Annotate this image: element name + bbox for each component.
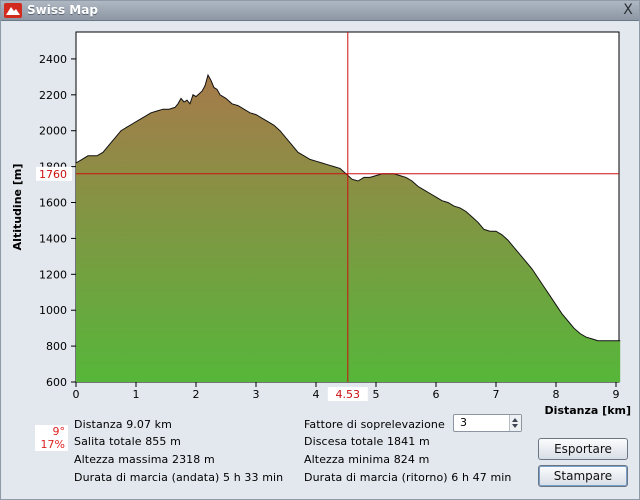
y-tick-label: 600	[46, 376, 67, 389]
y-tick-label: 1600	[39, 197, 67, 210]
x-tick-label: 1	[133, 388, 140, 401]
y-tick-label: 2400	[39, 53, 67, 66]
x-tick-label: 2	[193, 388, 200, 401]
x-tick-label: 9	[613, 388, 620, 401]
spinner-arrows	[509, 415, 521, 431]
fattore-label: Fattore di soprelevazione	[304, 418, 445, 431]
fattore-spinner[interactable]: 3	[453, 414, 522, 432]
stat-altezza-massima: Altezza massima 2318 m	[74, 453, 215, 466]
y-tick-label: 1400	[39, 232, 67, 245]
close-icon[interactable]: X	[623, 2, 633, 18]
y-tick-label: 1000	[39, 304, 67, 317]
spinner-down-icon[interactable]	[512, 424, 518, 428]
slope-readout: 9° 17%	[35, 425, 68, 451]
cursor-x-label: 4.53	[336, 388, 361, 401]
elevation-profile-chart[interactable]: 0123456789600800100012001400160018002000…	[2, 22, 639, 422]
window-title: Swiss Map	[27, 3, 98, 17]
y-tick-label: 2200	[39, 89, 67, 102]
x-tick-label: 8	[553, 388, 560, 401]
stat-discesa-totale: Discesa totale 1841 m	[304, 435, 430, 448]
cursor-y-label-bg	[36, 166, 72, 181]
y-axis-label: Altitudine [m]	[11, 164, 24, 251]
slope-percent: 17%	[40, 438, 65, 451]
stat-altezza-minima: Altezza minima 824 m	[304, 453, 430, 466]
x-tick-label: 3	[253, 388, 260, 401]
x-tick-label: 4	[313, 388, 320, 401]
slope-degrees: 9°	[52, 425, 66, 438]
spinner-up-icon[interactable]	[512, 418, 518, 422]
stat-durata-andata: Durata di marcia (andata) 5 h 33 min	[74, 471, 284, 484]
x-axis-label: Distanza [km]	[545, 404, 631, 417]
fattore-value[interactable]: 3	[460, 416, 467, 429]
stat-salita-totale: Salita totale 855 m	[74, 435, 181, 448]
elevation-line	[75, 73, 621, 342]
x-tick-label: 5	[373, 388, 380, 401]
y-tick-label: 2000	[39, 125, 67, 138]
y-tick-label: 800	[46, 340, 67, 353]
title-bar[interactable]: Swiss Map X	[1, 1, 639, 21]
x-tick-label: 7	[493, 388, 500, 401]
swiss-map-logo-icon	[4, 3, 22, 18]
cursor-y-label: 1760	[39, 168, 67, 181]
cursor-x-label-bg	[327, 387, 368, 401]
y-tick-label: 1200	[39, 268, 67, 281]
stampare-button[interactable]: Stampare	[538, 465, 628, 487]
esportare-button[interactable]: Esportare	[538, 438, 628, 460]
x-tick-label: 0	[73, 388, 80, 401]
stat-distanza: Distanza 9.07 km	[74, 418, 172, 431]
x-tick-label: 6	[433, 388, 440, 401]
stat-durata-ritorno: Durata di marcia (ritorno) 6 h 47 min	[304, 471, 512, 484]
profile-panel: 0123456789600800100012001400160018002000…	[2, 22, 639, 499]
